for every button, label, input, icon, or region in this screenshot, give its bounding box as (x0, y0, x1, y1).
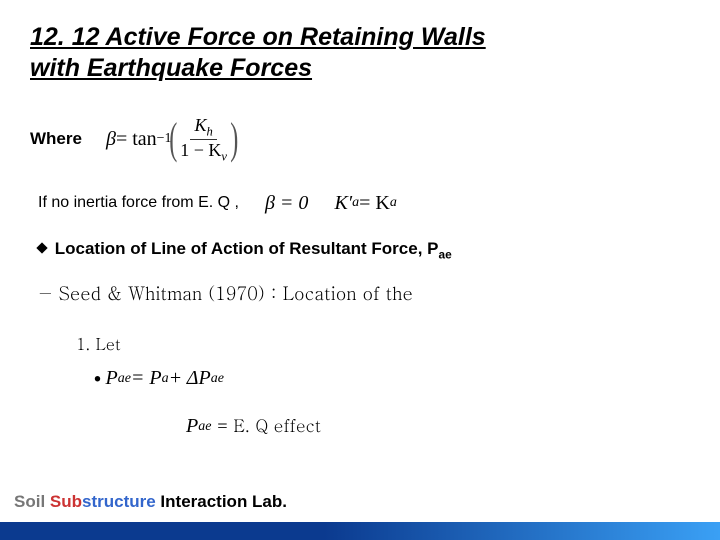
effect-row: Pae = E. Q effect (186, 413, 690, 438)
k-prime-eq: K′a = Ka (334, 192, 396, 215)
beta-formula: β = tan−1 ( Kh 1 − Kv ) (106, 115, 236, 164)
location-heading: Location of Line of Action of Resultant … (38, 239, 690, 261)
footer-rest: Interaction Lab. (156, 492, 287, 511)
fraction-denominator: 1 − Kv (176, 140, 231, 164)
location-text: Location of Line of Action of Resultant … (55, 239, 439, 258)
where-label: Where (30, 129, 82, 149)
footer-sub-blue: structure (82, 492, 156, 511)
let-label: 1. Let (76, 332, 690, 355)
footer-soil: Soil (14, 492, 50, 511)
no-inertia-row: If no inertia force from E. Q , β = 0 K′… (38, 192, 690, 215)
where-row: Where β = tan−1 ( Kh 1 − Kv ) (30, 115, 690, 164)
paren-right-icon: ) (230, 119, 238, 159)
title-line-1: 12. 12 Active Force on Retaining Walls (30, 23, 486, 51)
fraction: Kh 1 − Kv (176, 115, 231, 164)
footer-bar (0, 522, 720, 540)
beta-zero: β = 0 (265, 192, 308, 215)
pae-equation-row: • Pae = Pa + ΔPae (94, 367, 690, 391)
effect-text: = E. Q effect (217, 413, 321, 437)
footer-lab-label: Soil Substructure Interaction Lab. (14, 492, 287, 512)
no-inertia-text: If no inertia force from E. Q , (38, 194, 239, 212)
title-line-2: with Earthquake Forces (30, 54, 312, 82)
paren-left-icon: ( (169, 119, 177, 159)
eq-tan: = tan (116, 128, 157, 151)
seed-whitman-row: − Seed & Whitman (1970) : Location of th… (38, 281, 690, 306)
fraction-numerator: Kh (190, 115, 216, 140)
bullet-dot-icon: • (94, 368, 101, 390)
pae-equation: Pae = Pa + ΔPae (105, 367, 223, 390)
diamond-bullet-icon (36, 242, 47, 253)
effect-pae: Pae (186, 415, 211, 438)
section-title: 12. 12 Active Force on Retaining Walls w… (30, 22, 690, 85)
footer-sub-red: Sub (50, 492, 82, 511)
location-sub: ae (439, 247, 452, 261)
beta-symbol: β (106, 128, 116, 151)
